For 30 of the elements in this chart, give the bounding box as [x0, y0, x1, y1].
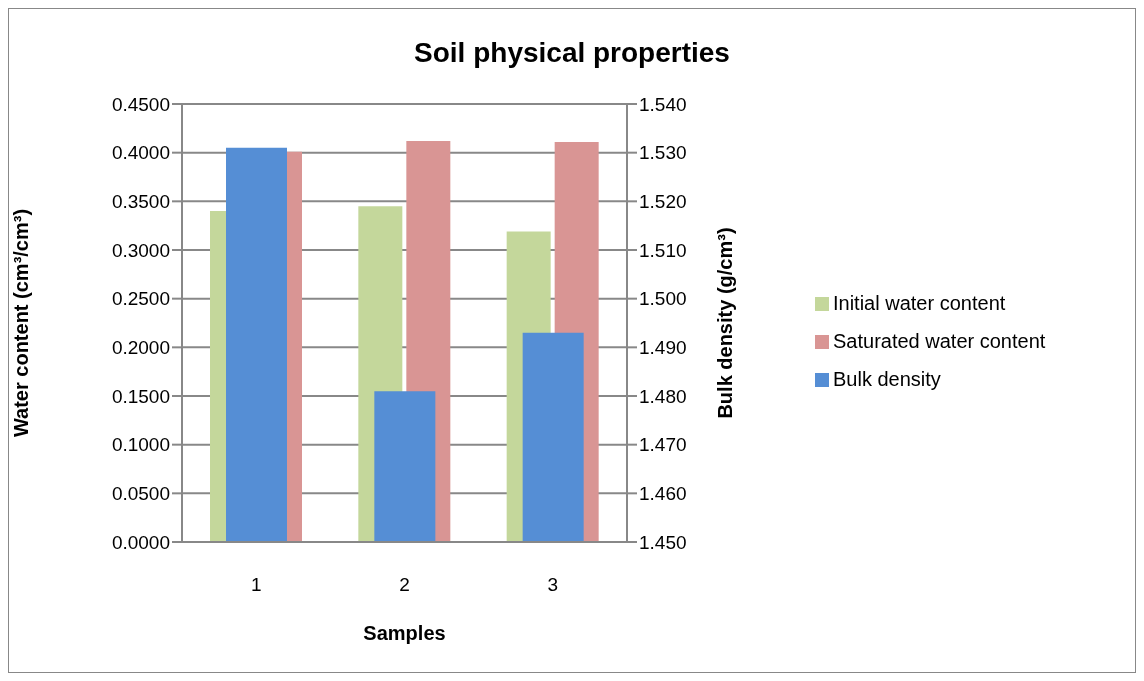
y2-axis-title: Bulk density (g/cm³)	[714, 227, 737, 419]
chart-title: Soil physical properties	[413, 37, 731, 69]
y-tick-label: 0.3500	[111, 191, 170, 213]
y-tick-label: 0.2500	[111, 288, 170, 310]
y2-tick-label: 1.530	[639, 142, 687, 164]
legend-label: Saturated water content	[833, 329, 1046, 352]
y2-tick-label: 1.450	[639, 531, 687, 553]
y-tick-label: 0.1500	[111, 385, 170, 407]
y-tick-label: 0.3000	[111, 239, 170, 261]
y2-tick-label: 1.470	[639, 434, 687, 456]
y-tick-label: 0.4000	[111, 142, 170, 164]
x-tick-label: 3	[547, 574, 559, 596]
y-tick-label: 0.4500	[111, 93, 170, 115]
y-tick-label: 0.0000	[111, 531, 170, 553]
legend-label: Initial water content	[833, 291, 1006, 314]
y-tick-label: 0.2000	[111, 337, 170, 359]
y2-tick-label: 1.510	[639, 239, 687, 261]
y2-tick-label: 1.460	[639, 483, 687, 505]
y-axis-title: Water content (cm³/cm³)	[10, 208, 33, 438]
y-tick-label: 0.0500	[111, 483, 170, 505]
y2-tick-label: 1.520	[639, 191, 687, 213]
y2-tick-label: 1.540	[639, 93, 687, 115]
legend-label: Bulk density	[833, 367, 941, 390]
x-axis-title: Samples	[363, 622, 446, 644]
y-tick-label: 0.1000	[111, 434, 170, 456]
x-tick-label: 2	[399, 574, 410, 596]
y2-tick-label: 1.490	[639, 337, 687, 359]
x-tick-label: 1	[250, 574, 262, 596]
y2-tick-label: 1.480	[639, 385, 687, 407]
y2-tick-label: 1.500	[639, 288, 687, 310]
